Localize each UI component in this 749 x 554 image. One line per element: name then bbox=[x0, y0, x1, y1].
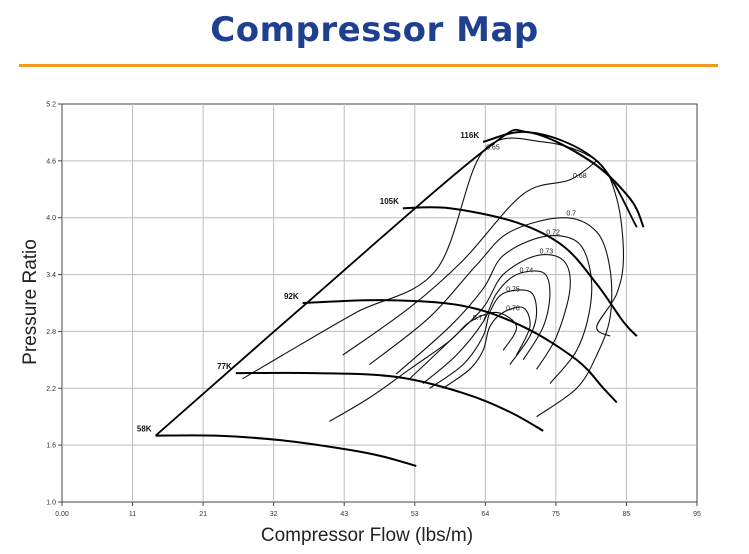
x-tick-label: 43 bbox=[340, 511, 348, 518]
x-tick-label: 85 bbox=[623, 511, 631, 518]
efficiency-line bbox=[342, 160, 598, 356]
x-tick-label: 75 bbox=[552, 511, 560, 518]
y-tick-label: 2.8 bbox=[46, 329, 56, 336]
efficiency-label: 0.74 bbox=[520, 268, 534, 275]
efficiency-label: 0.72 bbox=[546, 230, 560, 237]
x-tick-label: 11 bbox=[129, 511, 136, 518]
speed-lines: 58K 77K 92K 105K 116K bbox=[137, 130, 645, 467]
surge-line bbox=[154, 128, 638, 437]
y-tick-label: 5.2 bbox=[46, 102, 56, 109]
speed-label: 58K bbox=[137, 425, 152, 434]
y-tick-label: 2.2 bbox=[46, 386, 56, 393]
efficiency-islands: 0.65 0.68 0.7 0.72 0.73 0.74 0.75 0.76 0.77 bbox=[242, 137, 625, 422]
efficiency-label: 0.75 bbox=[506, 287, 520, 294]
efficiency-line bbox=[429, 289, 538, 389]
speed-label: 105K bbox=[380, 197, 399, 206]
efficiency-label: 0.77 bbox=[473, 315, 487, 322]
efficiency-label: 0.7 bbox=[566, 211, 576, 218]
x-tick-label: 32 bbox=[270, 511, 278, 518]
y-tick-label: 1.0 bbox=[46, 500, 56, 507]
efficiency-label: 0.68 bbox=[573, 173, 587, 180]
efficiency-line bbox=[442, 306, 531, 389]
page-title: Compressor Map bbox=[210, 10, 539, 50]
x-tick-label: 0.00 bbox=[55, 511, 69, 518]
speed-line bbox=[155, 434, 417, 467]
speed-label: 92K bbox=[284, 292, 299, 301]
x-tick-label: 21 bbox=[199, 511, 207, 518]
efficiency-line bbox=[395, 235, 593, 384]
efficiency-line bbox=[369, 217, 613, 418]
efficiency-label: 0.73 bbox=[540, 249, 554, 256]
efficiency-line bbox=[242, 137, 625, 380]
speed-label: 116K bbox=[460, 131, 479, 140]
y-tick-label: 3.4 bbox=[46, 272, 56, 279]
efficiency-line bbox=[422, 270, 551, 384]
efficiency-label: 0.65 bbox=[486, 144, 500, 151]
speed-line bbox=[235, 371, 544, 432]
y-tick-label: 1.6 bbox=[46, 443, 56, 450]
title-divider bbox=[19, 64, 718, 67]
y-tick-label: 4.6 bbox=[46, 158, 56, 165]
speed-line bbox=[482, 130, 645, 228]
x-tick-label: 95 bbox=[693, 511, 701, 518]
x-axis-title: Compressor Flow (lbs/m) bbox=[261, 525, 473, 546]
efficiency-label: 0.76 bbox=[506, 305, 520, 312]
x-tick-label: 64 bbox=[481, 511, 489, 518]
efficiency-line bbox=[329, 311, 518, 422]
y-axis-title: Pressure Ratio bbox=[20, 239, 41, 365]
speed-line bbox=[302, 299, 618, 404]
speed-line bbox=[402, 206, 638, 337]
speed-label: 77K bbox=[217, 362, 232, 371]
x-tick-label: 53 bbox=[411, 511, 419, 518]
axes: 0.00 11 21 32 43 53 64 75 85 95 1.0 1.6 2.2 2.8 3.4 4.0… bbox=[46, 102, 701, 519]
y-tick-label: 4.0 bbox=[46, 215, 56, 222]
surge-line-group bbox=[154, 128, 638, 437]
